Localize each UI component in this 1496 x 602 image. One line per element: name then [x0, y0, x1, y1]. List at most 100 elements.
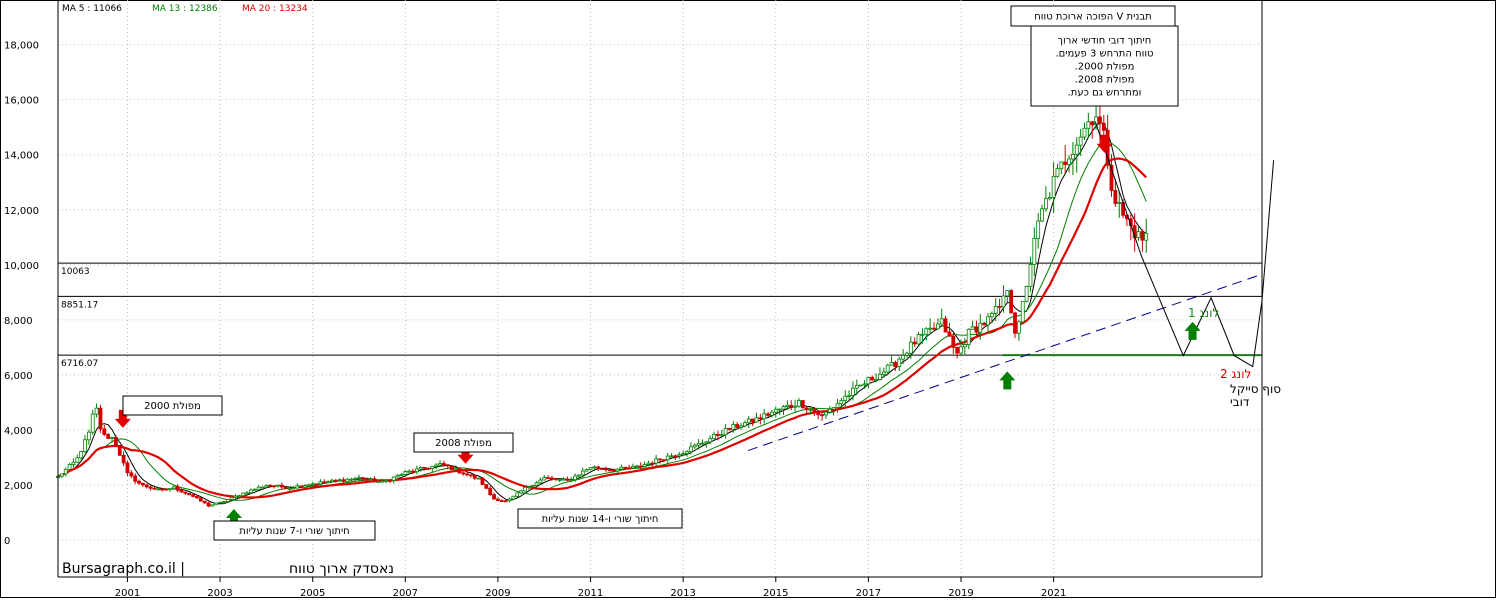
candle-body — [113, 437, 118, 446]
red-down-arrow — [1096, 134, 1113, 153]
candle-body — [708, 438, 713, 443]
candle-body — [939, 318, 944, 325]
ma-13-line — [57, 140, 1147, 501]
x-tick-label: 2005 — [300, 588, 325, 598]
annotation-text-long-term-bear: ומתרחש גם כעת. — [1068, 88, 1142, 99]
candle-body — [229, 496, 234, 500]
annotation-box-bull-14y — [517, 508, 683, 529]
candle-body — [712, 433, 716, 440]
candle-body — [951, 335, 956, 348]
candle-body — [326, 481, 331, 484]
candle-body — [1013, 312, 1017, 334]
candle-body — [989, 313, 994, 318]
candle-body — [411, 470, 415, 473]
candle-body — [797, 400, 801, 407]
text-group: MA 5 : 11066 MA 13 : 12386 MA 20 : 13234 Bu… — [62, 4, 1281, 577]
candle-body — [59, 473, 64, 477]
candle-body — [866, 376, 871, 385]
candle-body — [434, 464, 439, 467]
candle-body — [441, 463, 446, 466]
candle-body — [480, 477, 485, 485]
candle-body — [86, 431, 91, 441]
candle-body — [1055, 168, 1060, 177]
x-tick-label: 2021 — [1041, 588, 1066, 598]
candle-body — [982, 322, 987, 326]
candle-body — [534, 482, 539, 486]
candle-body — [496, 498, 500, 502]
candle-body — [1136, 231, 1141, 239]
annotation-text-long-term-bear: טווח התרחש 3 פעמים. — [1055, 49, 1153, 60]
candle-body — [144, 484, 149, 488]
label-long-1: לונג 1 — [1188, 306, 1219, 320]
candle-body — [233, 495, 238, 498]
level-label: 8851.17 — [61, 300, 98, 310]
candle-body — [1144, 232, 1149, 241]
candle-body — [804, 407, 809, 410]
candle-body — [160, 488, 165, 491]
candle-body — [550, 477, 554, 480]
y-tick-label: 18,000 — [4, 41, 39, 52]
candle-body — [592, 466, 597, 469]
candle-body — [198, 497, 203, 502]
y-tick-label: 6,000 — [4, 371, 33, 382]
candle-body — [681, 453, 686, 456]
candle-body — [1140, 231, 1145, 241]
candle-body — [685, 451, 689, 455]
annotation-text-crash-2008: מפולת 2008 — [435, 438, 492, 449]
candle-body — [187, 492, 192, 496]
candle-body — [878, 373, 882, 380]
candle-body — [526, 486, 531, 489]
candle-body — [337, 479, 342, 482]
candle-body — [1071, 153, 1075, 160]
candle-body — [353, 478, 358, 480]
candle-body — [156, 488, 161, 491]
candle-body — [106, 434, 111, 439]
candle-body — [920, 333, 925, 336]
candle-body — [183, 491, 188, 494]
candle-body — [881, 371, 886, 375]
candle-body — [1032, 237, 1037, 265]
label-long-2: לונג 2 — [1220, 367, 1251, 381]
candle-body — [507, 498, 512, 502]
candle-body — [291, 487, 296, 490]
candle-body — [71, 461, 76, 465]
candle-body — [1028, 264, 1033, 287]
candle-body — [422, 466, 427, 469]
candle-body — [1082, 127, 1087, 138]
candle-body — [1005, 290, 1010, 297]
candle-body — [665, 455, 670, 461]
candle-body — [168, 488, 172, 491]
candle-body — [553, 478, 558, 480]
candle-body — [565, 478, 570, 481]
candle-body — [384, 479, 388, 482]
candle-body — [1067, 158, 1071, 165]
candle-body — [357, 477, 361, 479]
candle-body — [465, 473, 469, 476]
candle-body — [631, 465, 635, 469]
candle-body — [889, 362, 894, 366]
candle-body — [677, 454, 682, 457]
candle-body — [542, 477, 547, 481]
candle-body — [152, 487, 157, 490]
candle-body — [256, 486, 261, 490]
candle-body — [1024, 286, 1029, 302]
candle-body — [519, 490, 523, 494]
candle-body — [1001, 295, 1006, 308]
candle-body — [391, 476, 396, 481]
candle-body — [1040, 208, 1044, 222]
candle-body — [426, 467, 431, 470]
candle-body — [905, 352, 909, 356]
candle-body — [503, 500, 508, 503]
candle-body — [924, 328, 929, 335]
candles-group — [56, 97, 1149, 508]
candle-body — [523, 486, 527, 492]
candle-body — [492, 494, 496, 500]
candle-body — [376, 481, 381, 483]
candle-body — [824, 411, 828, 416]
candle-body — [812, 408, 817, 413]
candle-body — [947, 331, 952, 337]
candle-body — [484, 484, 489, 489]
candle-body — [986, 316, 990, 326]
candle-body — [835, 403, 840, 408]
